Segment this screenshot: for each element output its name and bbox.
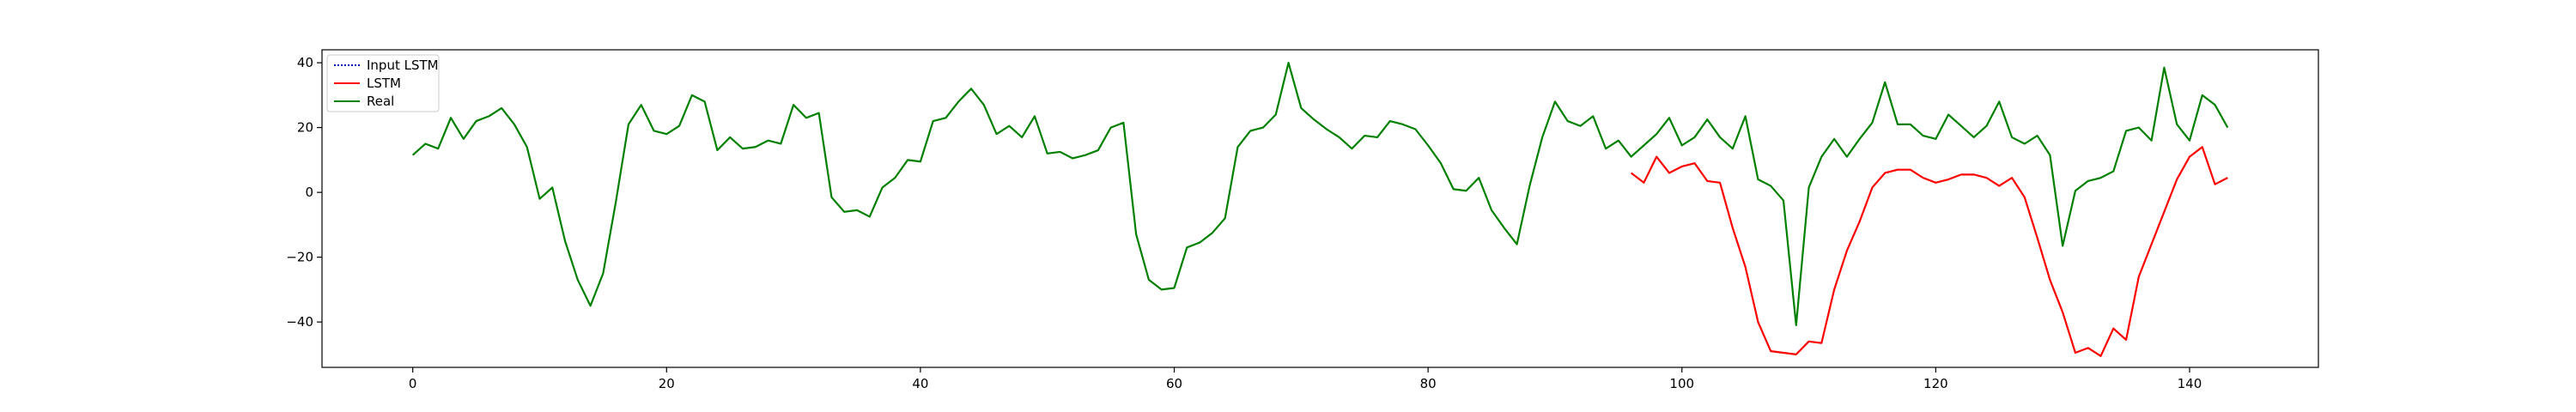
x-tick-label: 100 bbox=[1669, 376, 1694, 391]
legend-label-real: Real bbox=[367, 94, 394, 109]
series-line-real bbox=[411, 61, 2229, 327]
plot-frame bbox=[321, 49, 2319, 368]
x-tick-label: 0 bbox=[409, 376, 417, 391]
y-tick-label: 0 bbox=[305, 185, 313, 200]
y-tick-label: 20 bbox=[297, 120, 313, 136]
x-tick-label: 140 bbox=[2178, 376, 2202, 391]
y-tick-label: −20 bbox=[286, 250, 313, 265]
y-tick-label: −40 bbox=[286, 314, 313, 330]
legend: Input LSTM LSTM Real bbox=[326, 54, 440, 112]
legend-label-lstm: LSTM bbox=[367, 76, 401, 91]
x-tick-label: 40 bbox=[912, 376, 928, 391]
legend-box bbox=[326, 54, 440, 112]
series-layer bbox=[411, 61, 2229, 357]
axes-layer: 0 20 40 60 80 100 120 140 −40 −20 0 20 40 bbox=[286, 55, 2202, 391]
x-tick-label: 80 bbox=[1420, 376, 1437, 391]
x-tick-label: 20 bbox=[659, 376, 675, 391]
x-tick-label: 120 bbox=[1923, 376, 1948, 391]
plot-area bbox=[322, 50, 2318, 367]
x-tick-label: 60 bbox=[1166, 376, 1182, 391]
legend-label-input-lstm: Input LSTM bbox=[367, 58, 439, 73]
series-line-lstm bbox=[1630, 146, 2228, 357]
y-tick-label: 40 bbox=[297, 55, 313, 70]
